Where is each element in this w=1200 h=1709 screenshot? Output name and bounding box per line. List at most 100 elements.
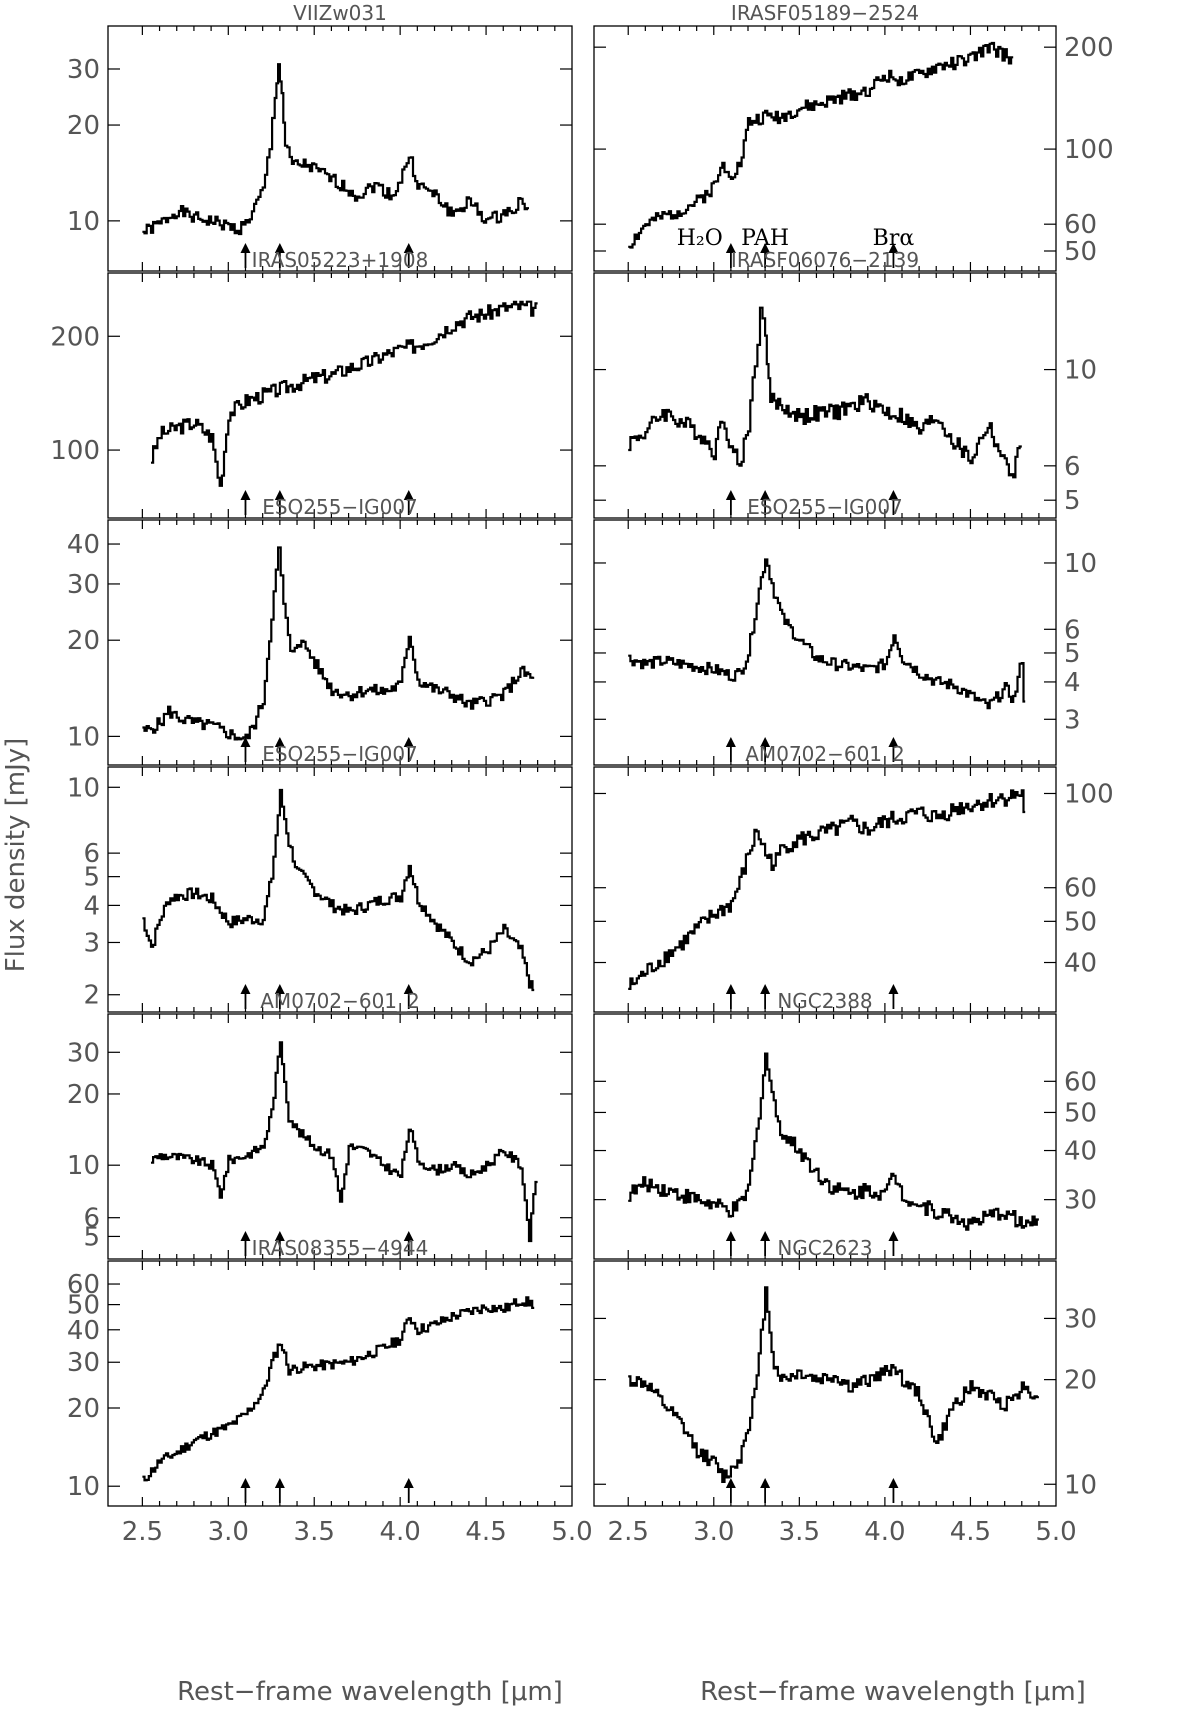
y-tick-label: 60	[1064, 874, 1097, 904]
y-tick-label: 10	[1064, 549, 1097, 579]
y-tick-label: 10	[67, 1472, 100, 1502]
panel: IRAS05223+1908 100 200	[50, 248, 573, 519]
line-marker-arrowhead	[888, 1231, 899, 1241]
y-tick-label: 50	[1064, 237, 1097, 267]
panel-title: AM0702−601_2	[745, 742, 905, 766]
panel-frame	[107, 25, 573, 272]
line-marker-arrowhead	[240, 243, 251, 253]
panel-frame	[107, 1013, 573, 1260]
y-tick-label: 20	[67, 111, 100, 141]
line-marker-arrowhead	[240, 1478, 251, 1488]
spectrum-line	[628, 558, 1026, 710]
y-tick-label: 30	[67, 1348, 100, 1378]
y-tick-label: 20	[67, 626, 100, 656]
panel-title: IRASF06076−2139	[731, 248, 919, 272]
y-tick-label: 6	[83, 1204, 100, 1234]
y-axis-label: Flux density [mJy]	[1, 738, 31, 973]
line-marker-arrowhead	[888, 243, 899, 253]
spectrum-line	[628, 789, 1026, 990]
y-tick-label: 4	[83, 891, 100, 921]
panel-title: NGC2623	[777, 1236, 872, 1260]
spectrum-line	[628, 1052, 1039, 1231]
y-tick-label: 4	[1064, 668, 1081, 698]
line-marker-arrowhead	[725, 1231, 736, 1241]
y-tick-label: 20	[1064, 1366, 1097, 1396]
feature-label: H₂O	[677, 226, 723, 251]
y-tick-label: 60	[1064, 1067, 1097, 1097]
x-tick-label: 3.5	[294, 1517, 335, 1547]
y-tick-label: 20	[67, 1394, 100, 1424]
line-marker-arrowhead	[888, 984, 899, 994]
spectrum-line	[142, 546, 535, 741]
line-marker-arrowhead	[403, 243, 414, 253]
line-marker-arrowhead	[888, 490, 899, 500]
panel-title: IRASF05189−2524	[731, 1, 919, 25]
line-marker-arrowhead	[760, 1478, 771, 1488]
y-tick-label: 60	[1064, 210, 1097, 240]
line-marker-arrowhead	[240, 737, 251, 747]
line-marker-arrowhead	[274, 984, 285, 994]
y-tick-label: 100	[50, 436, 100, 466]
x-tick-label: 3.0	[208, 1517, 249, 1547]
y-tick-label: 50	[67, 1291, 100, 1321]
line-marker-arrowhead	[240, 984, 251, 994]
panel: VIIZw031 10 20 30	[67, 1, 573, 272]
line-marker-arrowhead	[274, 243, 285, 253]
line-marker-arrowhead	[274, 737, 285, 747]
y-tick-label: 5	[1064, 486, 1081, 516]
line-marker-arrowhead	[403, 984, 414, 994]
line-marker-arrowhead	[403, 1231, 414, 1241]
panel-title: IRAS05223+1908	[252, 248, 429, 272]
line-marker-arrowhead	[403, 737, 414, 747]
y-tick-label: 5	[1064, 639, 1081, 669]
y-tick-label: 40	[1064, 949, 1097, 979]
y-tick-label: 10	[1064, 356, 1097, 386]
panel-frame	[593, 519, 1057, 766]
x-axis-label-left: Rest−frame wavelength [μm]	[177, 1677, 563, 1707]
y-tick-label: 60	[67, 1270, 100, 1300]
y-tick-label: 10	[67, 1151, 100, 1181]
line-marker-arrowhead	[725, 490, 736, 500]
x-tick-label: 5.0	[551, 1517, 592, 1547]
y-tick-label: 5	[83, 863, 100, 893]
panel-title: VIIZw031	[293, 1, 387, 25]
line-marker-arrowhead	[760, 1231, 771, 1241]
y-tick-label: 200	[1064, 33, 1114, 63]
panel: ESO255−IG007 2 3 456 10	[67, 742, 573, 1013]
y-tick-label: 200	[50, 322, 100, 352]
panel: AM0702−601_2 56 10 20 30	[67, 989, 573, 1260]
y-tick-label: 40	[67, 1316, 100, 1346]
line-marker-arrowhead	[274, 1478, 285, 1488]
y-tick-label: 5	[83, 1222, 100, 1252]
line-marker-arrowhead	[403, 490, 414, 500]
spectrum-line	[151, 300, 538, 487]
y-tick-label: 2	[83, 981, 100, 1011]
panel-frame	[593, 1013, 1057, 1260]
y-tick-label: 40	[1064, 1137, 1097, 1167]
panel: ESO255−IG007 10 20 30 40	[67, 495, 573, 766]
line-marker-arrowhead	[760, 243, 771, 253]
y-tick-label: 10	[67, 207, 100, 237]
x-tick-label: 4.5	[950, 1517, 991, 1547]
panel-title: ESO255−IG007	[262, 495, 418, 519]
panel-frame	[107, 519, 573, 766]
x-tick-label: 5.0	[1035, 1517, 1076, 1547]
panel-frame	[593, 1260, 1057, 1507]
feature-label: PAH	[741, 226, 789, 251]
y-tick-label: 30	[67, 570, 100, 600]
y-tick-label: 100	[1064, 779, 1114, 809]
line-marker-arrowhead	[888, 737, 899, 747]
line-marker-arrowhead	[888, 1478, 899, 1488]
y-tick-label: 100	[1064, 135, 1114, 165]
y-tick-label: 3	[83, 928, 100, 958]
y-tick-label: 10	[67, 773, 100, 803]
panel-title: ESO255−IG007	[262, 742, 418, 766]
panel: ESO255−IG007 3 456 10	[593, 495, 1097, 766]
panel: IRASF06076−2139 5 6 10	[593, 248, 1097, 519]
panel-frame	[593, 25, 1057, 272]
x-tick-label: 2.5	[122, 1517, 163, 1547]
y-tick-label: 50	[1064, 907, 1097, 937]
